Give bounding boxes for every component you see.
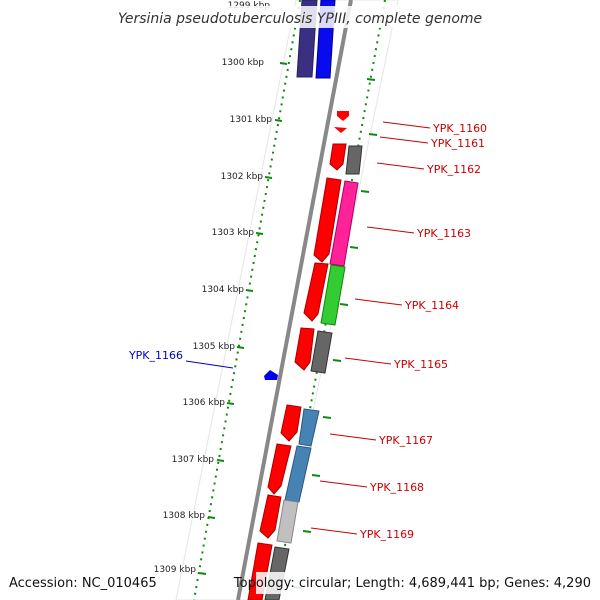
gene-label-ypk-1167[interactable]: YPK_1167 (378, 434, 433, 447)
gene-label-ypk-1168[interactable]: YPK_1168 (369, 481, 424, 494)
feature-red-bottom (247, 542, 273, 600)
tick-1300-outer (279, 62, 288, 65)
gene-ypk-1163-forward (313, 177, 342, 263)
kbp-label-1309: 1309 kbp (154, 565, 197, 575)
connector-ypk-1164 (354, 298, 403, 306)
connector-ypk-1163 (366, 226, 415, 234)
tick-1308-inner (302, 530, 312, 533)
gene-ypk-1168-reverse (284, 445, 312, 503)
gene-ypk-1164-reverse (320, 264, 346, 326)
tick-1307-inner (311, 474, 321, 477)
gene-labels: YPK_1160 YPK_1161 YPK_1162 YPK_1163 YPK_… (128, 122, 487, 541)
gene-label-ypk-1166[interactable]: YPK_1166 (128, 349, 183, 362)
kbp-label-1303: 1303 kbp (212, 228, 255, 238)
tick-1303-outer (255, 232, 264, 235)
gene-label-ypk-1163[interactable]: YPK_1163 (416, 227, 471, 240)
gene-ypk-1165-reverse (310, 330, 333, 374)
tick-1306-inner (322, 416, 332, 419)
kbp-label-1306: 1306 kbp (183, 398, 226, 408)
gene-ypk-1163-reverse (329, 180, 359, 267)
gene-ypk-1169-forward (259, 494, 282, 539)
footer: Accession: NC_010465 Topology: circular;… (4, 572, 596, 594)
connector-ypk-1165 (344, 357, 392, 365)
connector-ypk-1161 (379, 136, 429, 144)
gene-ypk-1160-arrow (337, 111, 349, 121)
tick-1302-inner (360, 190, 370, 193)
connector-ypk-1160 (382, 121, 431, 129)
kbp-label-1308: 1308 kbp (163, 511, 206, 521)
tick-1301-inner (368, 133, 378, 136)
backbone (236, 0, 353, 600)
connector-ypk-1167 (329, 433, 377, 441)
tick-1305-inner (332, 359, 342, 362)
gene-label-ypk-1169[interactable]: YPK_1169 (359, 528, 414, 541)
tick-1305-outer (236, 346, 245, 349)
tick-marks (198, 62, 378, 589)
connector-ypk-1162 (376, 162, 425, 170)
gene-ypk-1164-forward (303, 262, 329, 322)
connector-ypk-1168 (319, 480, 368, 488)
tick-1303-inner (349, 246, 359, 249)
gene-ypk-1167-forward (280, 404, 302, 442)
tick-1304-outer (245, 289, 254, 292)
kbp-label-1305: 1305 kbp (193, 342, 236, 352)
kbp-label-1307: 1307 kbp (172, 455, 215, 465)
tick-1308-outer (207, 516, 216, 519)
gene-ypk-1169-reverse (276, 499, 299, 544)
gene-ypk-1166-arrow (264, 370, 278, 380)
tick-1306-outer (226, 402, 235, 405)
gene-label-ypk-1162[interactable]: YPK_1162 (426, 163, 481, 176)
topology-text: Topology: circular; Length: 4,689,441 bp… (233, 576, 591, 591)
tick-1304-inner (339, 303, 349, 306)
tick-1302-outer (264, 176, 273, 179)
backbone-line (236, 0, 353, 600)
tick-1300-inner (366, 78, 376, 81)
gene-label-ypk-1164[interactable]: YPK_1164 (404, 299, 459, 312)
kbp-label-1304: 1304 kbp (202, 285, 245, 295)
accession-text: Accession: NC_010465 (9, 576, 157, 591)
gene-ypk-1162-reverse (345, 145, 363, 175)
gene-ypk-1165-forward (294, 327, 315, 371)
kbp-label-1302: 1302 kbp (221, 172, 264, 182)
tick-1301-outer (274, 119, 283, 122)
gene-ypk-1162-forward (329, 143, 347, 171)
gene-ypk-1161-arrow (334, 127, 347, 133)
gene-ypk-1168-forward (267, 443, 292, 495)
gene-ypk-1167-reverse (298, 408, 320, 447)
connector-ypk-1169 (310, 527, 358, 535)
label-connectors (185, 121, 431, 535)
tick-1307-outer (216, 459, 225, 462)
connector-ypk-1166 (185, 360, 234, 369)
gene-label-ypk-1165[interactable]: YPK_1165 (393, 358, 448, 371)
kbp-label-1301: 1301 kbp (230, 115, 273, 125)
kbp-label-1300: 1300 kbp (222, 58, 265, 68)
gene-label-ypk-1161[interactable]: YPK_1161 (430, 137, 485, 150)
tick-1309-outer (198, 572, 207, 575)
gene-label-ypk-1160[interactable]: YPK_1160 (432, 122, 487, 135)
map-title-group: Yersinia pseudotuberculosis YPIII, compl… (110, 6, 490, 28)
map-title: Yersinia pseudotuberculosis YPIII, compl… (118, 11, 482, 27)
